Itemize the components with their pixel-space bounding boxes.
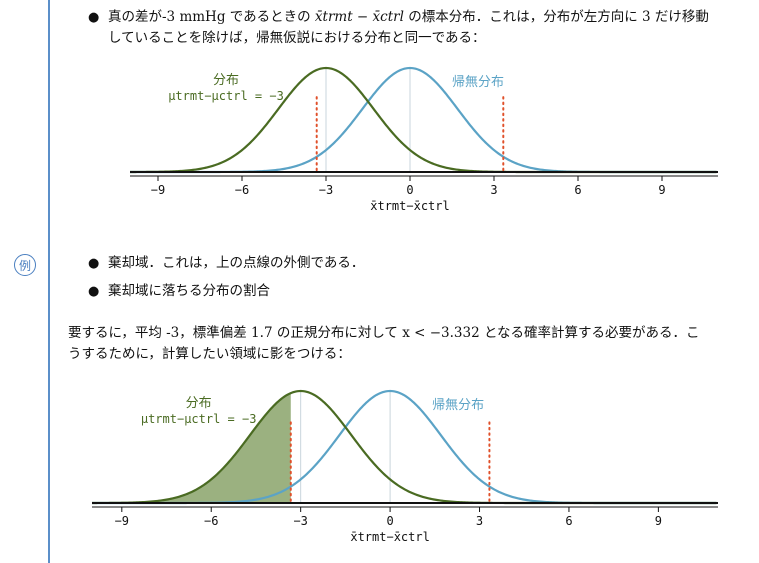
paragraph-line2: うするために，計算したい領域に影をつける： bbox=[68, 346, 351, 362]
x-tick-label: 0 bbox=[386, 514, 393, 528]
shaded-region bbox=[92, 393, 291, 503]
example-badge: 例 bbox=[14, 254, 36, 276]
bullet1-text-a: 真の差が-3 mmHg であるときの bbox=[108, 9, 315, 25]
bullet-dot: ● bbox=[88, 284, 100, 299]
bullet1-line2: していることを除けば，帰無仮説における分布と同一である： bbox=[108, 30, 486, 46]
null-label: 帰無分布 bbox=[452, 74, 504, 90]
bullet1-line1: 真の差が-3 mmHg であるときの x̄trmt − x̄ctrl の標本分布… bbox=[108, 7, 709, 28]
x-tick-label: 6 bbox=[565, 514, 572, 528]
x-tick-label: 9 bbox=[658, 183, 665, 197]
alt-label-bottom: μtrmt−μctrl = −3 bbox=[141, 412, 257, 426]
bullet3-text: 棄却域に落ちる分布の割合 bbox=[108, 283, 270, 299]
alt-label-bottom: μtrmt−μctrl = −3 bbox=[168, 89, 284, 103]
bullet-dot: ● bbox=[88, 256, 100, 271]
alt-label-top: 分布 bbox=[186, 396, 212, 411]
x-tick-label: −6 bbox=[204, 514, 218, 528]
example-rule bbox=[48, 0, 50, 563]
x-axis-label: x̄trmt−x̄ctrl bbox=[350, 530, 429, 544]
bullet-dot: ● bbox=[88, 10, 100, 25]
x-tick-label: −3 bbox=[293, 514, 307, 528]
x-tick-label: 3 bbox=[476, 514, 483, 528]
x-tick-label: −9 bbox=[151, 183, 165, 197]
paragraph-line1: 要するに，平均 -3，標準偏差 1.7 の正規分布に対して x < −3.332… bbox=[68, 325, 700, 341]
x-tick-label: −9 bbox=[115, 514, 129, 528]
x-tick-label: 0 bbox=[406, 183, 413, 197]
bullet1-text-b: の標本分布．これは，分布が左方向に 3 だけ移動 bbox=[403, 9, 709, 25]
bullet2-text: 棄却域．これは，上の点線の外側である． bbox=[108, 255, 365, 271]
x-tick-label: 6 bbox=[574, 183, 581, 197]
summary-paragraph: 要するに，平均 -3，標準偏差 1.7 の正規分布に対して x < −3.332… bbox=[68, 323, 748, 365]
null-label: 帰無分布 bbox=[432, 397, 484, 413]
x-tick-label: −6 bbox=[235, 183, 249, 197]
x-tick-label: 9 bbox=[655, 514, 662, 528]
x-tick-label: −3 bbox=[319, 183, 333, 197]
x-tick-label: 3 bbox=[490, 183, 497, 197]
x-axis-label: x̄trmt−x̄ctrl bbox=[370, 199, 449, 213]
alt-label-top: 分布 bbox=[213, 73, 239, 88]
bullet1-math: x̄trmt − x̄ctrl bbox=[314, 9, 404, 25]
